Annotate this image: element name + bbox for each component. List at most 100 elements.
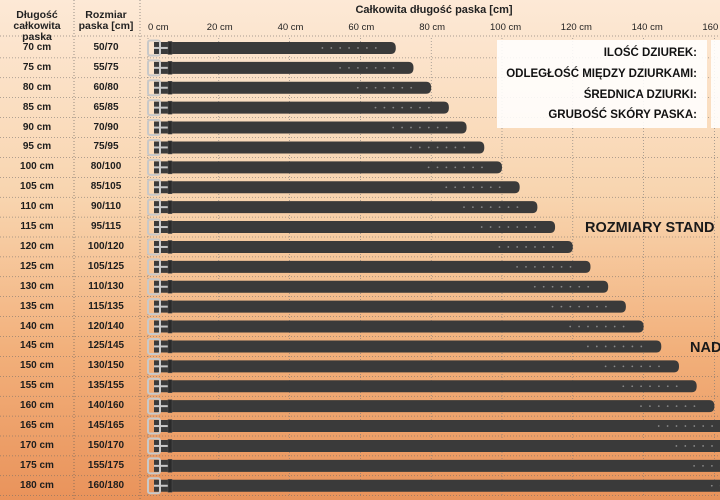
belt-hole xyxy=(489,206,492,209)
header-belt-size-line1: Rozmiar xyxy=(85,9,127,21)
belt-bar xyxy=(147,337,662,355)
belt-size-cell: 75/95 xyxy=(93,141,119,153)
belt-bar xyxy=(147,417,720,435)
belt-hole xyxy=(569,285,572,288)
belt-size-cell: 135/155 xyxy=(87,380,125,392)
belt-hole xyxy=(560,265,563,268)
belt-strap xyxy=(154,420,720,433)
belt-hole xyxy=(401,86,404,89)
belt-size-cell: 160/180 xyxy=(87,479,125,491)
belt-hole xyxy=(675,445,678,447)
belt-hole xyxy=(366,47,368,49)
belt-strap xyxy=(154,240,573,253)
belt-hole xyxy=(374,86,377,89)
total-length-cell: 95 cm xyxy=(22,141,52,153)
belt-hole xyxy=(551,246,554,248)
belt-hole xyxy=(410,106,412,109)
belt-hole xyxy=(684,445,687,447)
belt-bar xyxy=(147,258,591,276)
belt-size-cell: 70/90 xyxy=(93,121,119,133)
total-length-cell: 145 cm xyxy=(20,340,54,352)
belt-strap xyxy=(154,340,662,353)
belt-hole xyxy=(534,226,536,228)
total-length-cell: 110 cm xyxy=(20,201,54,213)
belt-hole xyxy=(693,405,696,408)
total-length-cell: 105 cm xyxy=(20,181,54,193)
belt-hole xyxy=(525,246,527,248)
belt-loop xyxy=(167,459,173,473)
belt-strap xyxy=(154,380,697,393)
belt-loop xyxy=(167,399,173,413)
belt-bar xyxy=(147,218,556,236)
belt-loop xyxy=(167,479,173,493)
belt-hole xyxy=(596,325,598,328)
belt-hole xyxy=(507,206,510,209)
belt-strap xyxy=(154,439,720,452)
belt-bar xyxy=(147,158,502,176)
belt-hole xyxy=(711,445,713,447)
belt-strap xyxy=(154,41,396,54)
belt-strap xyxy=(154,201,538,214)
total-length-cell: 85 cm xyxy=(22,101,52,113)
total-length-cell: 180 cm xyxy=(20,479,54,491)
info-hole-diameter: ŚREDNICA DZIURKI: xyxy=(583,89,697,101)
belt-hole xyxy=(604,365,607,368)
belt-hole xyxy=(472,186,474,189)
belt-hole xyxy=(578,325,580,328)
belt-hole xyxy=(622,325,625,328)
belt-hole xyxy=(436,126,439,129)
belt-bar xyxy=(147,298,626,316)
belt-loop xyxy=(167,61,173,75)
belt-strap xyxy=(154,161,502,174)
header-total-length: Długość całkowita paska xyxy=(0,10,74,43)
belt-hole xyxy=(684,425,687,427)
belt-size-cell: 60/80 xyxy=(93,81,119,93)
belt-hole xyxy=(525,265,527,268)
belt-hole xyxy=(463,166,466,169)
belt-hole xyxy=(533,285,536,288)
total-length-cell: 75 cm xyxy=(22,61,52,73)
belt-hole xyxy=(383,86,386,89)
belt-size-cell: 55/75 xyxy=(93,61,119,73)
belt-hole xyxy=(710,484,713,487)
belt-hole xyxy=(622,345,625,348)
belt-hole xyxy=(693,425,696,427)
belt-hole xyxy=(658,365,660,368)
info-holes-count: ILOŚĆ DZIUREK: xyxy=(603,47,697,59)
belt-hole xyxy=(321,47,324,49)
belt-hole xyxy=(498,226,501,228)
belt-hole xyxy=(357,66,359,69)
belt-hole xyxy=(631,385,634,388)
total-length-cell: 165 cm xyxy=(20,420,54,432)
belt-strap xyxy=(154,181,520,194)
belt-hole xyxy=(498,206,501,209)
belt-hole xyxy=(587,285,590,288)
x-tick-label: 60 cm xyxy=(348,22,374,33)
belt-size-cell: 50/70 xyxy=(93,41,119,53)
belt-hole xyxy=(551,265,554,268)
x-tick-label: 100 cm xyxy=(490,22,521,33)
belt-bar xyxy=(147,119,467,137)
belt-bars xyxy=(147,39,720,495)
belt-hole xyxy=(622,385,625,388)
belt-loop xyxy=(167,41,173,55)
belt-strap xyxy=(154,81,432,94)
belt-hole xyxy=(693,464,695,467)
belt-hole xyxy=(596,305,598,308)
belt-strap xyxy=(154,221,556,234)
belt-hole xyxy=(675,385,678,388)
belt-hole xyxy=(339,47,342,49)
belt-hole xyxy=(365,86,368,89)
belt-hole xyxy=(657,405,660,408)
belt-hole xyxy=(445,146,448,149)
header-total-length-line2: całkowita paska xyxy=(13,20,61,43)
belt-hole xyxy=(489,226,492,228)
belt-hole xyxy=(613,345,616,348)
belt-hole xyxy=(392,86,395,89)
belt-size-cell: 120/140 xyxy=(87,320,125,332)
belt-bar xyxy=(147,238,573,256)
belt-hole xyxy=(427,166,430,169)
belt-bar xyxy=(147,99,449,117)
belt-strap xyxy=(154,400,715,413)
belt-hole xyxy=(711,425,713,427)
